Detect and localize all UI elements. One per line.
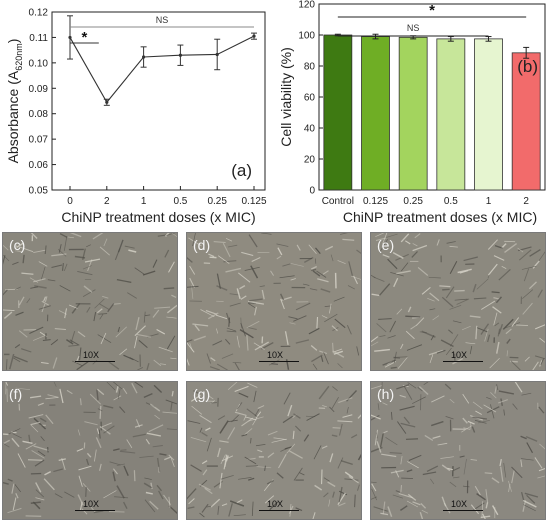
cell-viability-chart: 0 20 40 60 80 100 120 Control 0.125 0.25 0.5 1 2 * NS (… bbox=[278, 0, 546, 225]
micrograph-panel-g: (g) 10X bbox=[186, 381, 362, 520]
scale-label: 10X bbox=[83, 350, 100, 360]
data-point bbox=[178, 53, 182, 57]
viability-bar bbox=[474, 38, 503, 191]
scale-bar bbox=[75, 510, 115, 511]
significance-star: * bbox=[429, 2, 435, 19]
data-point bbox=[252, 34, 256, 38]
x-tick-label: 0.125 bbox=[241, 196, 266, 207]
y-tick-label: 80 bbox=[304, 62, 316, 73]
cell-micrograph-image bbox=[187, 233, 361, 370]
y-tick-label: 0.05 bbox=[29, 186, 49, 197]
y-axis-label: Absorbance (A620nm) bbox=[5, 39, 24, 164]
x-tick-label: 0.5 bbox=[444, 196, 458, 207]
y-tick-label: 0.10 bbox=[29, 58, 49, 69]
panel-label: (c) bbox=[9, 237, 26, 253]
y-tick-label: 0.09 bbox=[29, 84, 49, 95]
data-point bbox=[68, 35, 72, 40]
panel-label: (d) bbox=[193, 237, 211, 253]
x-tick-label: 2 bbox=[523, 196, 529, 207]
viability-bar bbox=[436, 38, 466, 191]
x-axis-label: ChiNP treatment doses (x MIC) bbox=[343, 209, 537, 225]
cell-micrograph-image bbox=[3, 382, 177, 519]
y-tick-label: 0.06 bbox=[29, 160, 49, 171]
panel-label: (a) bbox=[231, 161, 252, 180]
x-tick-label: 0 bbox=[67, 196, 73, 207]
x-tick-label: 0.5 bbox=[173, 196, 187, 207]
viability-bar bbox=[398, 36, 428, 191]
data-point bbox=[105, 100, 109, 104]
plot-frame bbox=[318, 3, 546, 191]
micrograph-panel-e: (e) 10X bbox=[370, 232, 546, 371]
viability-bar bbox=[511, 52, 541, 191]
y-axis-label-subscript: 620nm bbox=[14, 43, 24, 71]
y-tick-label: 0.11 bbox=[29, 33, 48, 44]
panel-label: (g) bbox=[193, 386, 211, 402]
y-tick-label: 100 bbox=[298, 31, 315, 42]
scale-label: 10X bbox=[83, 499, 100, 509]
viability-bar bbox=[361, 36, 390, 191]
cell-micrograph-image bbox=[371, 382, 545, 519]
y-axis-label-main: Absorbance (A bbox=[5, 70, 21, 163]
plot-frame bbox=[51, 11, 266, 191]
scale-label: 10X bbox=[451, 499, 468, 509]
y-tick-label: 0.08 bbox=[29, 109, 49, 120]
y-tick-label: 0 bbox=[309, 186, 315, 197]
y-tick-label: 0.07 bbox=[29, 135, 49, 146]
y-axis-label-end: ) bbox=[5, 39, 21, 44]
data-point bbox=[142, 55, 146, 59]
scale-bar bbox=[259, 510, 299, 511]
micrograph-panel-h: (h) 10X bbox=[370, 381, 546, 520]
panel-label: (h) bbox=[377, 386, 395, 402]
ns-annotation: NS bbox=[156, 15, 169, 25]
cell-micrograph-image bbox=[371, 233, 545, 370]
x-axis-label: ChiNP treatment doses (x MIC) bbox=[61, 209, 255, 225]
x-tick-label: 1 bbox=[141, 196, 147, 207]
cell-micrograph-image bbox=[187, 382, 361, 519]
absorbance-series-line bbox=[69, 35, 255, 104]
scale-bar bbox=[75, 361, 115, 362]
x-tick-label: 0.25 bbox=[403, 196, 423, 207]
y-tick-label: 0.12 bbox=[29, 8, 49, 19]
micrograph-panel-d: (d) 10X bbox=[186, 232, 362, 371]
data-point bbox=[215, 52, 219, 57]
scale-label: 10X bbox=[267, 499, 284, 509]
panel-label: (e) bbox=[377, 237, 395, 253]
micrograph-panel-c: (c) 10X bbox=[2, 232, 178, 371]
x-tick-label: 2 bbox=[104, 196, 110, 207]
ns-annotation: NS bbox=[407, 23, 420, 33]
cell-micrograph-image bbox=[3, 233, 177, 370]
panel-label: (b) bbox=[517, 57, 538, 76]
absorbance-chart: 0.05 0.06 0.07 0.08 0.09 0.10 0.11 0.12 0 2 1 0.5 0.… bbox=[5, 8, 267, 226]
y-tick-label: 40 bbox=[304, 124, 316, 135]
y-tick-label: 120 bbox=[298, 0, 315, 11]
y-tick-label: 20 bbox=[304, 155, 316, 166]
significance-star: * bbox=[81, 29, 87, 46]
micrograph-panel-f: (f) 10X bbox=[2, 381, 178, 520]
scale-label: 10X bbox=[267, 350, 284, 360]
x-tick-label: 1 bbox=[486, 196, 492, 207]
x-tick-label: 0.25 bbox=[207, 196, 227, 207]
x-tick-label: Control bbox=[322, 196, 354, 207]
scale-bar bbox=[259, 361, 299, 362]
x-tick-label: 0.125 bbox=[363, 196, 388, 207]
panel-label: (f) bbox=[9, 386, 23, 402]
y-tick-label: 60 bbox=[304, 93, 316, 104]
viability-bar bbox=[323, 34, 353, 191]
scale-label: 10X bbox=[451, 350, 468, 360]
scale-bar bbox=[443, 510, 483, 511]
scale-bar bbox=[443, 361, 483, 362]
y-axis-label: Cell viability (%) bbox=[278, 47, 294, 147]
